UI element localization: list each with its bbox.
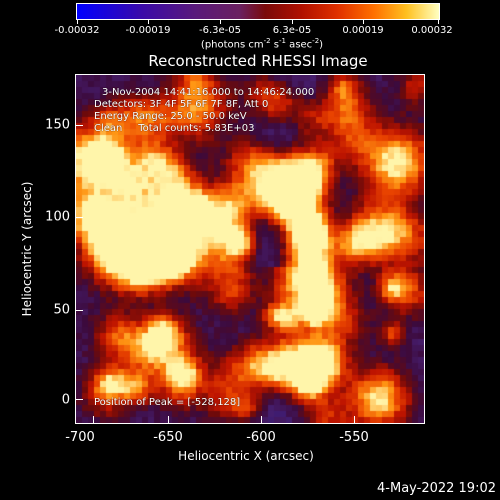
heatmap-canvas xyxy=(76,75,424,423)
colorbar-tick-label: 6.3e-05 xyxy=(272,25,312,36)
x-tick-label: -600 xyxy=(246,430,276,445)
y-tick-label: 150 xyxy=(45,117,70,133)
plot-title: Reconstructed RHESSI Image xyxy=(148,52,368,70)
colorbar-tick-label: 0.00019 xyxy=(342,25,384,36)
x-axis-tick xyxy=(168,416,169,424)
colorbar-tick-label: -6.3e-05 xyxy=(199,25,241,36)
y-axis-tick xyxy=(75,125,83,126)
y-axis-label: Heliocentric Y (arcsec) xyxy=(20,181,34,317)
colorbar-tick xyxy=(77,20,78,24)
y-tick-label: 50 xyxy=(53,302,70,318)
x-tick-label: -700 xyxy=(65,430,95,445)
colorbar-tick-label: -0.00032 xyxy=(54,25,100,36)
x-tick-label: -650 xyxy=(153,430,183,445)
colorbar xyxy=(76,3,440,20)
colorbar-tick xyxy=(363,20,364,24)
time-range-text: 3-Nov-2004 14:41:16.000 to 14:46:24.000 xyxy=(102,87,315,98)
colorbar-tick xyxy=(438,20,439,24)
y-axis-tick xyxy=(75,217,83,218)
rhessi-image xyxy=(75,74,425,424)
x-axis-tick xyxy=(354,416,355,424)
colorbar-tick xyxy=(148,20,149,24)
x-axis-tick xyxy=(93,416,94,424)
timestamp: 4-May-2022 19:02 xyxy=(377,481,496,496)
colorbar-units: (photons cm-2 s-1 asec-2) xyxy=(200,37,324,51)
x-axis-tick xyxy=(261,416,262,424)
y-tick-label: 0 xyxy=(61,392,70,408)
y-axis-tick xyxy=(75,399,83,400)
colorbar-tick xyxy=(220,20,221,24)
x-axis-label: Heliocentric X (arcsec) xyxy=(178,449,314,463)
x-tick-label: -550 xyxy=(339,430,369,445)
energy-range-text: Energy Range: 25.0 - 50.0 keV xyxy=(94,111,247,122)
colorbar-tick-label: 0.00032 xyxy=(411,25,453,36)
detectors-text: Detectors: 3F 4F 5F 6F 7F 8F, Att 0 xyxy=(94,99,269,110)
colorbar-tick-label: -0.00019 xyxy=(125,25,171,36)
y-tick-label: 100 xyxy=(45,209,70,225)
clean-counts-text: Clean Total counts: 5.83E+03 xyxy=(94,123,255,134)
y-axis-tick xyxy=(75,310,83,311)
peak-position-text: Position of Peak = [-528,128] xyxy=(94,397,241,408)
colorbar-tick xyxy=(292,20,293,24)
